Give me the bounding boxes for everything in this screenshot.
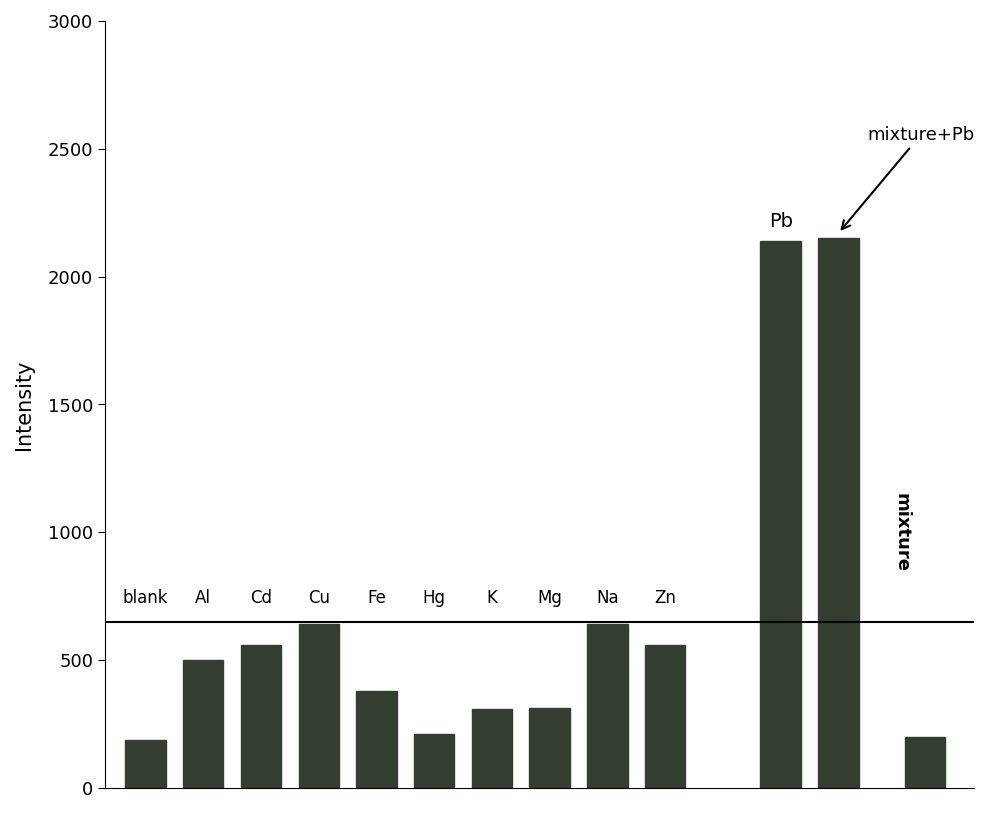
Text: Hg: Hg xyxy=(423,589,446,606)
Text: Cd: Cd xyxy=(250,589,272,606)
Bar xyxy=(645,645,685,788)
Text: mixture: mixture xyxy=(893,493,911,572)
Y-axis label: Intensity: Intensity xyxy=(14,359,34,450)
Text: Zn: Zn xyxy=(654,589,676,606)
Bar xyxy=(125,740,166,788)
Bar xyxy=(356,691,397,788)
Text: mixture+Pb: mixture+Pb xyxy=(842,126,975,229)
Text: Fe: Fe xyxy=(367,589,386,606)
Bar xyxy=(905,737,945,788)
Text: Al: Al xyxy=(195,589,211,606)
Bar xyxy=(414,734,454,788)
Text: K: K xyxy=(487,589,497,606)
Bar xyxy=(299,624,339,788)
Text: Na: Na xyxy=(596,589,619,606)
Text: Pb: Pb xyxy=(769,211,793,231)
Text: Cu: Cu xyxy=(308,589,330,606)
Bar xyxy=(587,624,628,788)
Bar xyxy=(472,709,512,788)
Bar xyxy=(183,660,223,788)
Bar xyxy=(529,707,570,788)
Bar xyxy=(818,238,859,788)
Bar xyxy=(241,645,281,788)
Text: Mg: Mg xyxy=(537,589,562,606)
Text: blank: blank xyxy=(123,589,168,606)
Bar xyxy=(760,241,801,788)
